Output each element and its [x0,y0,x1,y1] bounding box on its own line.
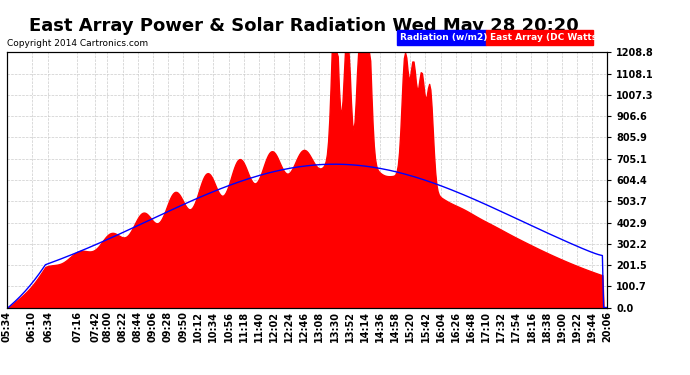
Text: 19:00: 19:00 [557,311,566,342]
Text: 17:10: 17:10 [481,311,491,342]
Text: 09:06: 09:06 [148,311,158,342]
Text: 08:00: 08:00 [102,311,112,342]
Text: 07:16: 07:16 [72,311,82,342]
Text: 20:06: 20:06 [602,311,612,342]
Text: 12:46: 12:46 [299,311,309,342]
Text: East Array (DC Watts): East Array (DC Watts) [490,33,601,42]
Text: 11:40: 11:40 [254,311,264,342]
Text: Copyright 2014 Cartronics.com: Copyright 2014 Cartronics.com [7,39,148,48]
Text: 12:24: 12:24 [284,311,294,342]
Text: 15:42: 15:42 [420,311,431,342]
Text: 17:54: 17:54 [511,311,522,342]
Text: 06:10: 06:10 [27,311,37,342]
Text: 10:12: 10:12 [193,311,204,342]
Text: 13:30: 13:30 [330,311,339,342]
Text: 10:34: 10:34 [208,311,219,342]
Text: 10:56: 10:56 [224,311,233,342]
Text: 14:36: 14:36 [375,311,385,342]
Text: 19:22: 19:22 [572,311,582,342]
Text: 18:16: 18:16 [526,311,536,342]
Text: 12:02: 12:02 [269,311,279,342]
Text: 14:14: 14:14 [360,311,370,342]
Text: East Array Power & Solar Radiation Wed May 28 20:20: East Array Power & Solar Radiation Wed M… [29,17,578,35]
Text: 16:26: 16:26 [451,311,461,342]
Text: 07:42: 07:42 [90,311,100,342]
Text: 19:44: 19:44 [587,311,597,342]
Text: 06:34: 06:34 [43,311,53,342]
Text: 08:44: 08:44 [132,311,143,342]
Text: 08:22: 08:22 [117,311,128,342]
Text: 09:28: 09:28 [163,311,173,342]
Text: 13:52: 13:52 [345,311,355,342]
Text: 13:08: 13:08 [315,311,324,342]
Text: 18:38: 18:38 [542,311,551,342]
Text: 17:32: 17:32 [496,311,506,342]
Text: 16:48: 16:48 [466,311,476,342]
Text: 15:20: 15:20 [405,311,415,342]
Text: 14:58: 14:58 [390,311,400,342]
Text: Radiation (w/m2): Radiation (w/m2) [400,33,488,42]
Text: 11:18: 11:18 [239,311,248,342]
Text: 05:34: 05:34 [2,311,12,342]
Text: 09:50: 09:50 [178,311,188,342]
Text: 16:04: 16:04 [435,311,446,342]
